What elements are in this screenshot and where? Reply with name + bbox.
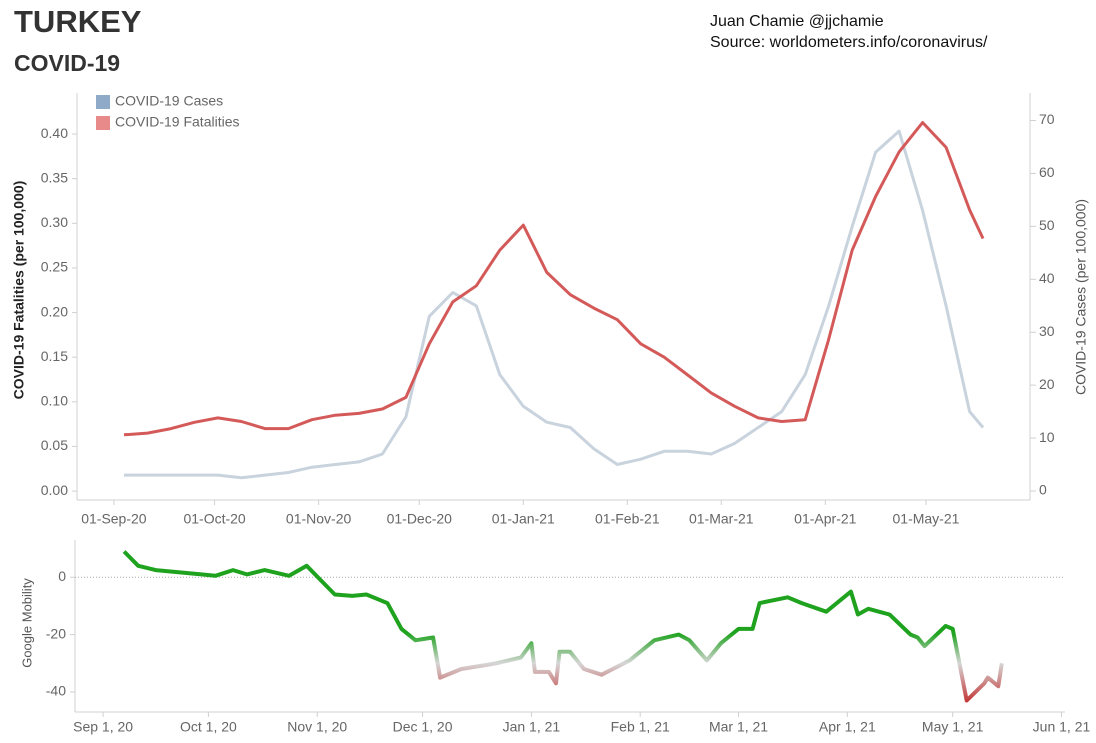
y-tick-label: 0.05	[41, 437, 68, 453]
y2-tick-label: 30	[1039, 323, 1055, 339]
y-tick-label: 0.10	[41, 393, 68, 409]
series-line	[123, 121, 985, 437]
y-tick-label: 0.40	[41, 125, 68, 141]
annotation: Source: worldometers.info/coronavirus/	[710, 34, 988, 51]
y-tick-label: -20	[46, 625, 66, 641]
y2-tick-label: 60	[1039, 164, 1055, 180]
x-tick-label: 01-May-21	[893, 511, 960, 527]
x-tick-label: 01-Sep-20	[81, 511, 147, 527]
y-tick-label: 0.15	[41, 348, 68, 364]
y2-axis-label: COVID-19 Cases (per 100,000)	[1073, 199, 1089, 395]
x-tick-label: 01-Oct-20	[183, 511, 245, 527]
y-tick-label: -40	[46, 683, 66, 699]
x-tick-label: May 1, 21	[922, 719, 984, 735]
x-tick-label: Dec 1, 20	[393, 719, 453, 735]
annotation: Juan Chamie @jjchamie	[710, 13, 884, 30]
y2-tick-label: 10	[1039, 429, 1055, 445]
x-tick-label: 01-Mar-21	[689, 511, 754, 527]
x-tick-label: Nov 1, 20	[287, 719, 347, 735]
y-axis-label: Google Mobility	[19, 578, 34, 668]
title: TURKEY	[14, 4, 142, 39]
y2-tick-label: 50	[1039, 217, 1055, 233]
y-tick-label: 0.35	[41, 169, 68, 185]
x-tick-label: 01-Dec-20	[387, 511, 453, 527]
x-tick-label: Feb 1, 21	[611, 719, 670, 735]
x-tick-label: 01-Nov-20	[286, 511, 352, 527]
legend-label: COVID-19 Fatalities	[115, 114, 239, 130]
x-tick-label: 01-Feb-21	[595, 511, 660, 527]
y-axis-label: COVID-19 Fatalities (per 100,000)	[11, 181, 27, 400]
y2-tick-label: 70	[1039, 111, 1055, 127]
legend-label: COVID-19 Cases	[115, 93, 223, 109]
y2-tick-label: 0	[1039, 482, 1047, 498]
y-tick-label: 0	[58, 568, 66, 584]
legend-swatch	[96, 95, 110, 109]
y2-tick-label: 20	[1039, 376, 1055, 392]
x-tick-label: Oct 1, 20	[180, 719, 237, 735]
x-tick-label: 01-Apr-21	[794, 511, 856, 527]
y-tick-label: 0.30	[41, 214, 68, 230]
subtitle: COVID-19	[14, 50, 120, 76]
y-tick-label: 0.00	[41, 482, 68, 498]
x-tick-label: Sep 1, 20	[73, 719, 133, 735]
y-tick-label: 0.20	[41, 303, 68, 319]
x-tick-label: Jun 1, 21	[1033, 719, 1091, 735]
y-tick-label: 0.25	[41, 259, 68, 275]
x-tick-label: Apr 1, 21	[819, 719, 876, 735]
mobility-line	[122, 550, 1004, 703]
series-line	[124, 129, 985, 480]
x-tick-label: 01-Jan-21	[492, 511, 555, 527]
y2-tick-label: 40	[1039, 270, 1055, 286]
legend-swatch	[96, 116, 110, 130]
x-tick-label: Mar 1, 21	[709, 719, 768, 735]
x-tick-label: Jan 1, 21	[503, 719, 561, 735]
